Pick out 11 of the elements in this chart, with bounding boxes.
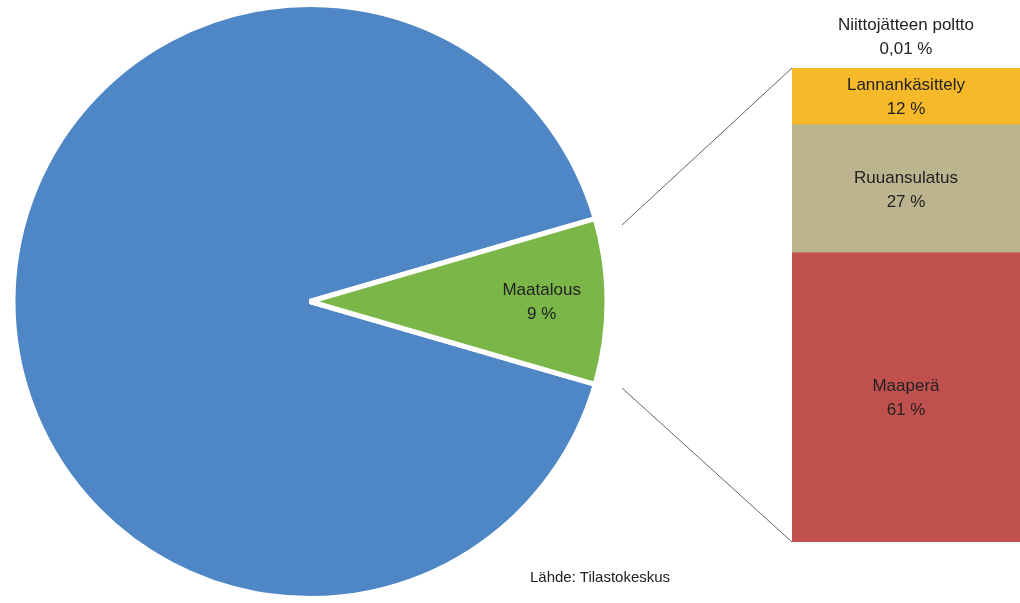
data-label: 12 % (886, 99, 926, 119)
data-label: 9 % (527, 304, 557, 324)
slice-label: Maatalous (502, 280, 581, 300)
series-label: Maaperä (872, 376, 941, 396)
text: Lähde: Tilastokeskus (530, 568, 671, 585)
series-label: Ruuansulatus (854, 167, 958, 187)
series-label: Niittojätteen poltto (837, 14, 975, 34)
data-label: 0,01 % (879, 38, 933, 58)
data-label: 61 % (886, 400, 926, 420)
series-label: Lannankäsittely (846, 75, 966, 95)
data-label: 27 % (886, 191, 926, 211)
